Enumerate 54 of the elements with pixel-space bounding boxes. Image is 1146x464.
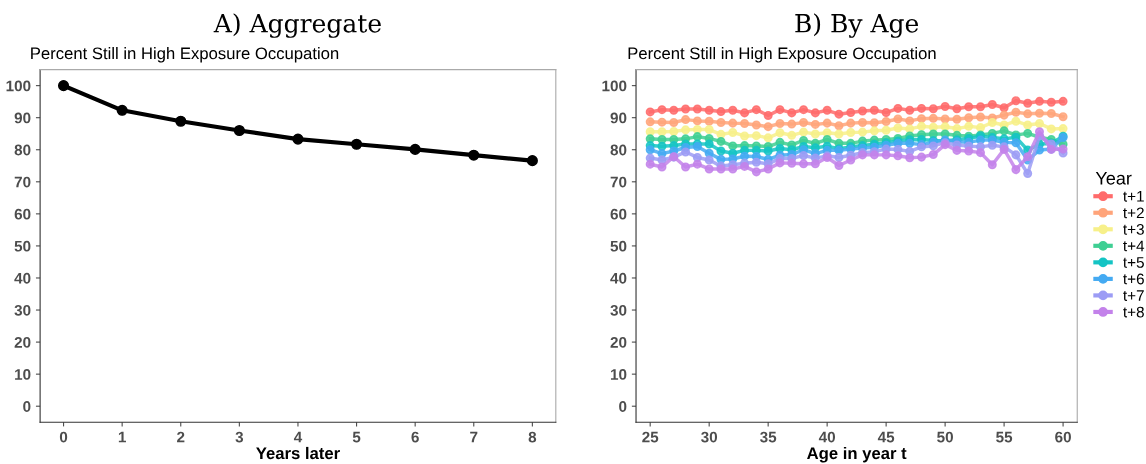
x-tick-label: 7	[470, 431, 478, 443]
y-tick-label: 70	[14, 176, 31, 188]
legend-title: Year	[1095, 172, 1132, 185]
y-tick-label: 50	[610, 240, 627, 252]
x-tick-label: 3	[235, 431, 244, 443]
x-tick-label: 2	[177, 431, 185, 443]
x-tick-label: 55	[996, 431, 1013, 443]
y-tick-label: 20	[610, 336, 627, 348]
x-tick-label: 50	[937, 431, 953, 443]
x-tick-label: 5	[352, 431, 361, 443]
legend-label: t+4	[1123, 240, 1145, 252]
y-tick-label: 70	[610, 176, 627, 188]
y-tick-label: 10	[15, 369, 31, 380]
x-tick-label: 6	[411, 431, 419, 443]
x-axis-title: Age in year t	[807, 446, 907, 463]
chart-subtitle: Percent Still in High Exposure Occupation	[31, 47, 339, 63]
x-tick-label: 35	[760, 431, 777, 443]
y-tick-label: 20	[14, 336, 31, 348]
y-tick-label: 30	[14, 304, 31, 316]
x-tick-label: 4	[293, 431, 303, 443]
y-tick-label: 60	[610, 208, 627, 220]
legend-label: t+2	[1123, 207, 1144, 219]
chart-title: B) By Age	[795, 13, 919, 38]
y-tick-label: 90	[14, 112, 31, 124]
y-tick-label: 50	[14, 240, 31, 252]
chart-title: A) Aggregate	[213, 13, 381, 38]
legend-label: t+1	[1123, 191, 1144, 202]
x-tick-label: 60	[1055, 431, 1071, 443]
chart-subtitle: Percent Still in High Exposure Occupation	[628, 47, 936, 63]
y-tick-label: 80	[610, 144, 627, 156]
y-tick-label: 40	[610, 272, 627, 284]
y-tick-label: 0	[23, 401, 31, 412]
x-axis-title: Years later	[256, 446, 340, 460]
x-tick-label: 40	[818, 431, 836, 443]
y-tick-label: 100	[602, 80, 627, 92]
x-tick-label: 30	[701, 431, 718, 443]
x-tick-label: 1	[118, 431, 126, 443]
x-tick-label: 45	[877, 431, 895, 443]
y-tick-label: 80	[14, 144, 31, 156]
y-tick-label: 60	[14, 208, 31, 220]
legend-label: t+8	[1123, 306, 1144, 318]
y-tick-label: 10	[610, 369, 627, 380]
y-tick-label: 100	[6, 80, 31, 92]
x-tick-label: 0	[59, 431, 68, 443]
x-tick-label: 8	[528, 431, 537, 443]
legend-label: t+6	[1123, 273, 1144, 285]
legend-label: t+3	[1123, 223, 1144, 235]
y-tick-label: 90	[610, 112, 627, 124]
legend-label: t+7	[1123, 290, 1144, 301]
y-tick-label: 0	[619, 401, 627, 412]
y-tick-label: 30	[610, 304, 627, 316]
legend-label: t+5	[1123, 257, 1144, 268]
x-tick-label: 25	[642, 431, 659, 443]
y-tick-label: 40	[14, 272, 31, 284]
